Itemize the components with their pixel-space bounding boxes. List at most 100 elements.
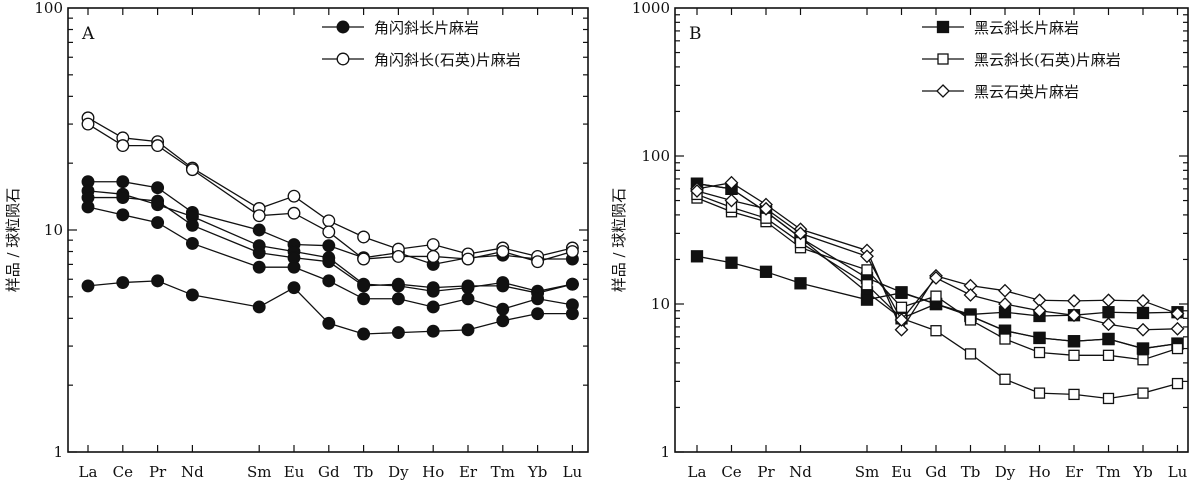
data-point-tm [496,245,510,258]
data-point-ce [116,139,130,153]
data-point-lu [565,277,579,291]
data-point-la [81,200,95,214]
y-tick-label: 1 [53,443,63,461]
y-tick-label: 10 [651,295,670,313]
data-point-ho [1033,346,1046,359]
data-point-pr [151,274,165,288]
legend-label: 黑云斜长(石英)片麻岩 [974,51,1121,69]
x-tick-label-tb: Tb [961,463,981,481]
data-point-yb [1137,387,1149,399]
series-7 [81,117,579,269]
data-point-sm [861,264,873,276]
data-point-tb [357,279,371,293]
x-tick-label-yb: Yb [1132,463,1153,481]
data-point-eu [895,286,908,299]
data-point-sm [252,260,266,274]
data-point-gd [322,255,336,269]
panel-letter: B [689,24,702,44]
series-line [696,193,1178,400]
data-point-sm [252,246,266,260]
data-point-tm [1102,306,1115,319]
data-point-nd [794,277,807,290]
data-point-gd [322,214,336,228]
data-point-dy [999,373,1011,385]
data-point-tb [357,327,371,341]
x-tick-label-sm: Sm [855,463,880,481]
y-tick-label: 1 [660,443,670,461]
data-point-dy [998,283,1012,298]
legend-label: 黑云石英片麻岩 [974,83,1079,101]
data-point-sm [252,223,266,237]
data-point-yb [1136,322,1150,337]
y-axis-label: 样品 / 球粒陨石 [610,188,628,293]
x-tick-label-ho: Ho [1028,463,1050,481]
data-point-sm [861,279,873,291]
data-point-sm [860,249,874,264]
data-point-la [81,279,95,293]
data-point-ce [725,256,738,269]
x-tick-label-la: La [688,463,707,481]
data-point-yb [531,255,545,269]
data-point-eu [894,313,909,327]
data-point-yb [1137,354,1149,366]
data-point-dy [999,333,1011,345]
x-tick-label-eu: Eu [284,463,305,481]
x-tick-label-er: Er [1065,463,1084,481]
x-tick-label-eu: Eu [891,463,912,481]
data-point-lu [1170,321,1185,336]
data-point-gd [322,316,336,330]
data-point-eu [894,322,909,337]
x-tick-label-pr: Pr [757,463,775,481]
data-point-tm [496,279,510,293]
data-point-dy [391,250,405,263]
data-point-er [461,323,475,337]
data-point-lu [1171,377,1184,390]
data-point-yb [531,292,545,306]
data-point-pr [151,194,165,208]
x-tick-label-tm: Tm [1096,463,1120,481]
data-point-tb [357,292,371,306]
data-point-pr [151,181,165,195]
data-point-tb [357,230,371,244]
legend-label: 角闪斜长片麻岩 [374,19,479,37]
data-point-nd [185,163,199,177]
data-point-lu [1170,306,1185,321]
data-point-tm [496,302,510,316]
data-point-nd [185,218,199,232]
data-point-ce [724,193,739,208]
data-point-pr [759,265,773,278]
data-point-er [1067,308,1081,323]
data-point-nd [185,236,199,250]
panel-letter: A [81,24,95,44]
data-point-eu [287,281,301,295]
data-point-dy [391,292,405,306]
data-point-tb [964,314,977,326]
chart-panel-b: 1 10 100 1000 La Ce Pr Nd Sm Eu Gd Tb Dy Ho Er Tm Yb Lu 样品… [610,0,1189,481]
data-point-ce [116,276,130,289]
x-tick-label-gd: Gd [318,463,340,481]
data-point-ho [1032,303,1047,318]
legend-marker [936,20,950,34]
data-point-tm [1101,293,1116,308]
legend-marker [937,53,949,65]
y-tick-label: 1000 [632,0,670,17]
data-point-ce [116,175,130,189]
x-tick-label-dy: Dy [388,463,409,481]
data-point-ho [426,250,440,263]
data-point-yb [1136,306,1150,320]
data-point-ho [426,300,440,314]
x-tick-label-yb: Yb [527,463,548,481]
data-point-tb [964,348,977,360]
legend-marker [336,20,350,34]
data-point-dy [998,297,1012,311]
data-point-dy [391,326,405,340]
data-point-yb [1136,293,1150,308]
plot-frame [674,7,1189,453]
data-point-ce [116,208,130,222]
series-5 [81,274,579,341]
data-point-la [81,117,95,131]
data-point-lu [565,307,579,321]
